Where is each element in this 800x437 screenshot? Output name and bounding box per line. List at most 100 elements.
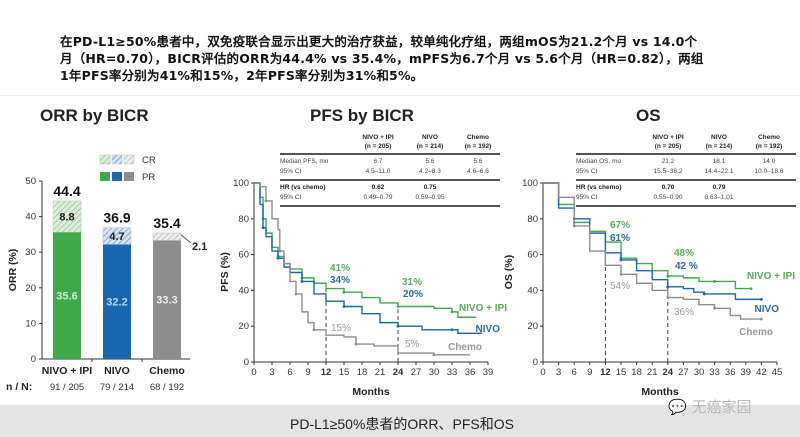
bar-pr	[53, 232, 81, 359]
km-curve-nivo	[254, 182, 482, 335]
censor-mark	[278, 249, 282, 253]
x-tick-label: 24	[393, 367, 404, 378]
table-rule	[280, 153, 500, 155]
censor-mark	[749, 287, 753, 291]
table-cell: 0.55–0.90	[653, 194, 683, 201]
series-label: NIVO	[476, 324, 501, 335]
y-tick-label: 100	[233, 178, 249, 189]
column-subheader: (n = 214)	[416, 143, 444, 150]
y-tick-label: 0	[31, 354, 36, 365]
censor-mark	[666, 296, 670, 299]
table-cell: 4.5–11.0	[365, 168, 391, 175]
legend-swatch-cr	[99, 154, 111, 165]
y-tick-label: 40	[25, 212, 36, 223]
censor-mark	[342, 305, 346, 308]
legend-swatch-pr	[100, 172, 110, 181]
watermark-text: 无癌家园	[691, 398, 752, 416]
x-tick-label: 21	[375, 367, 386, 378]
censor-mark	[666, 285, 670, 289]
censor-mark	[702, 292, 706, 296]
y-tick-label: 80	[527, 214, 538, 225]
y-axis-label: ORR (%)	[7, 249, 19, 292]
censor-mark	[713, 280, 716, 283]
legend-swatch-pr	[112, 172, 122, 181]
y-tick-label: 80	[238, 214, 249, 225]
row-label: HR (vs chemo)	[576, 184, 622, 191]
table-cell: 0.63–1.01	[704, 194, 734, 201]
x-tick-label: 9	[587, 367, 592, 378]
landmark-rate-label: 31%	[402, 277, 422, 288]
bar-total-label: 36.9	[103, 210, 130, 226]
x-axis-label: Months	[352, 386, 389, 398]
censor-mark	[312, 328, 316, 332]
x-tick-label: 12	[321, 367, 332, 378]
x-tick-label: 33	[447, 367, 458, 378]
x-category-label: NIVO + IPI	[42, 365, 93, 377]
x-tick-label: 3	[269, 367, 274, 378]
landmark-rate-label: 34%	[330, 275, 350, 286]
column-subheader: (n = 205)	[654, 143, 682, 150]
bar-pr-value: 33.3	[156, 295, 177, 307]
bar-pr	[103, 244, 131, 359]
row-label: 95% CI	[280, 168, 302, 175]
y-tick-label: 20	[238, 321, 249, 332]
x-tick-label: 27	[411, 367, 422, 378]
x-tick-label: 21	[647, 367, 658, 378]
pfs-title: PFS by BICR	[310, 106, 414, 125]
table-cell: 5.6	[425, 158, 435, 165]
x-tick-label: 30	[429, 367, 440, 378]
table-cell: 0.59–0.95	[415, 194, 445, 201]
legend-label-pr: PR	[142, 172, 155, 183]
x-tick-label: 18	[357, 367, 368, 378]
x-tick-label: 42	[756, 367, 767, 378]
censor-mark	[572, 224, 576, 228]
censor-mark	[619, 258, 623, 262]
column-header: Chemo	[757, 134, 781, 141]
column-subheader: (n = 214)	[705, 143, 733, 150]
x-tick-label: 0	[251, 367, 256, 378]
table-cell: 0.49–0.79	[363, 194, 393, 201]
x-tick-label: 3	[556, 367, 561, 378]
bar-cr-value: 4.7	[109, 231, 124, 243]
censor-mark	[264, 199, 268, 203]
legend-label-cr: CR	[142, 155, 156, 166]
censor-mark	[432, 353, 436, 357]
row-label: HR (vs chemo)	[280, 184, 326, 191]
bar-pr-value: 35.6	[56, 291, 77, 303]
y-tick-label: 40	[238, 285, 249, 296]
table-cell: 14.0	[762, 158, 776, 165]
landmark-rate-label: 41%	[330, 263, 350, 274]
table-rule	[576, 153, 796, 155]
x-tick-label: 24	[663, 367, 674, 378]
cr-leader-line	[180, 234, 192, 244]
table-rule	[280, 179, 500, 181]
legend-swatch-cr	[123, 154, 135, 165]
x-category-label: NIVO	[104, 365, 130, 377]
column-header: NIVO	[711, 134, 727, 141]
y-tick-label: 100	[522, 178, 538, 189]
table-cell: 15.5–38.2	[653, 168, 683, 175]
table-cell: 18.1	[712, 158, 726, 165]
table-cell: 5.6	[473, 158, 483, 165]
table-cell: 0.70	[661, 184, 675, 191]
column-subheader: (n = 192)	[755, 143, 783, 150]
os-title: OS	[636, 106, 661, 125]
bar-cr	[152, 232, 182, 241]
table-cell: 10.0–18.6	[754, 168, 784, 175]
x-tick-label: 0	[540, 367, 545, 378]
censor-mark	[713, 306, 716, 310]
y-tick-label: 30	[25, 247, 36, 258]
column-header: Chemo	[466, 134, 490, 141]
bar-pr-value: 32.2	[106, 297, 127, 309]
row-label: 95% CI	[280, 194, 302, 201]
summary-text: 在PD-L1≥50%患者中，双免疫联合显示出更大的治疗获益，较单纯化疗组，两组m…	[60, 33, 760, 84]
km-curve-chemo	[254, 182, 470, 356]
table-cell: 21.2	[661, 158, 675, 165]
x-tick-label: 12	[600, 367, 611, 378]
bar-total-label: 35.4	[153, 215, 180, 231]
x-tick-label: 6	[287, 367, 292, 378]
summary-line: 在PD-L1≥50%患者中，双免疫联合显示出更大的治疗获益，较单纯化疗组，两组m…	[60, 34, 698, 49]
censor-mark	[760, 297, 763, 301]
